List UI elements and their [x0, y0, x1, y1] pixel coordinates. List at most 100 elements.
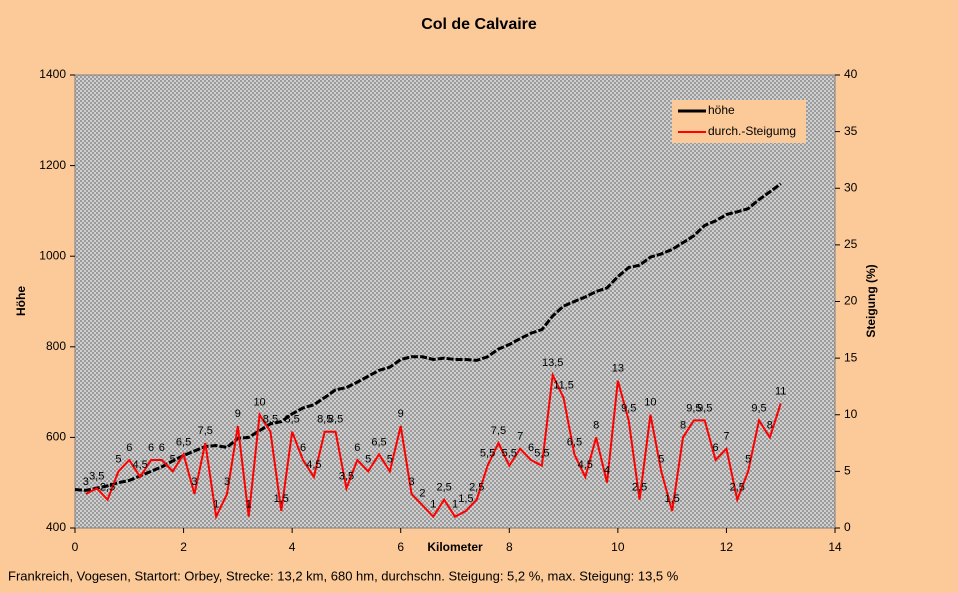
data-label: 4,5 — [132, 459, 147, 471]
y2-tick-label: 35 — [844, 124, 858, 138]
x-tick-label: 10 — [611, 540, 625, 554]
data-label: 7 — [723, 431, 729, 443]
data-label: 4,5 — [306, 459, 321, 471]
y-tick-label: 400 — [46, 520, 66, 534]
y-tick-label: 600 — [46, 430, 66, 444]
data-label: 3 — [83, 476, 89, 488]
plot-area — [74, 74, 836, 529]
data-label: 8,5 — [317, 414, 332, 426]
data-label: 1 — [430, 499, 436, 511]
data-label: 4 — [604, 465, 610, 477]
data-label: 2 — [419, 487, 425, 499]
data-label: 6 — [148, 442, 154, 454]
y-tick-label: 800 — [46, 339, 66, 353]
data-label: 1,5 — [664, 493, 679, 505]
x-tick-label: 2 — [180, 540, 187, 554]
data-label: 1 — [246, 499, 252, 511]
y2-tick-label: 40 — [844, 67, 858, 81]
data-label: 2,5 — [100, 482, 115, 494]
data-label: 11,5 — [553, 380, 574, 392]
data-label: 5,5 — [502, 448, 517, 460]
y-axis-label: Höhe — [14, 286, 28, 316]
legend-label: durch.-Steigumg — [708, 124, 796, 138]
x-axis-label: Kilometer — [427, 540, 483, 554]
data-label: 5 — [115, 453, 121, 465]
series-line — [85, 371, 782, 521]
data-label: 4,5 — [578, 459, 593, 471]
data-label: 9,5 — [621, 402, 636, 414]
data-label: 13 — [612, 363, 624, 375]
y2-tick-label: 0 — [844, 520, 851, 534]
data-label: 3 — [409, 476, 415, 488]
data-label: 5 — [387, 453, 393, 465]
data-label: 2,5 — [436, 482, 451, 494]
data-label: 9,5 — [751, 402, 766, 414]
data-label: 6 — [713, 442, 719, 454]
data-label: 9 — [235, 408, 241, 420]
data-label: 5,5 — [480, 448, 495, 460]
data-label: 3,5 — [339, 470, 354, 482]
data-label: 8,5 — [284, 414, 299, 426]
data-label: 3 — [224, 476, 230, 488]
x-tick-label: 12 — [720, 540, 734, 554]
y2-tick-label: 5 — [844, 464, 851, 478]
data-label: 8,5 — [263, 414, 278, 426]
data-label: 11 — [775, 385, 786, 397]
data-label: 1,5 — [458, 493, 473, 505]
data-label: 6,5 — [567, 436, 582, 448]
data-label: 6 — [354, 442, 360, 454]
data-label: 5,5 — [534, 448, 549, 460]
x-tick-label: 0 — [72, 540, 79, 554]
data-label: 6 — [159, 442, 165, 454]
data-label: 10 — [644, 397, 656, 409]
y2-tick-label: 25 — [844, 237, 858, 251]
x-tick-label: 6 — [397, 540, 404, 554]
data-label: 6,5 — [176, 436, 191, 448]
x-tick-label: 8 — [506, 540, 513, 554]
data-label: 7,5 — [491, 425, 506, 437]
data-label: 6 — [528, 442, 534, 454]
y2-tick-label: 30 — [844, 180, 858, 194]
data-label: 8 — [767, 419, 773, 431]
data-label: 5 — [745, 453, 751, 465]
data-label: 10 — [253, 397, 265, 409]
data-label: 8 — [593, 419, 599, 431]
data-label: 7,5 — [198, 425, 213, 437]
data-label: 1 — [452, 499, 458, 511]
x-tick-label: 4 — [289, 540, 296, 554]
series-line — [74, 182, 782, 492]
data-label: 1 — [213, 499, 219, 511]
data-label: 3 — [191, 476, 197, 488]
footnote: Frankreich, Vogesen, Startort: Orbey, St… — [8, 568, 679, 583]
data-label: 1,5 — [274, 493, 289, 505]
y2-tick-label: 15 — [844, 350, 858, 364]
data-label: 7 — [517, 431, 523, 443]
y-tick-label: 1000 — [39, 248, 66, 262]
data-label: 2,5 — [730, 482, 745, 494]
data-label: 5 — [170, 453, 176, 465]
data-label: 6 — [300, 442, 306, 454]
data-label: 6 — [126, 442, 132, 454]
data-label: 8,5 — [328, 414, 343, 426]
x-tick-label: 14 — [828, 540, 842, 554]
data-label: 3,5 — [89, 470, 104, 482]
data-label: 8 — [680, 419, 686, 431]
data-label: 5 — [365, 453, 371, 465]
legend-label: höhe — [708, 103, 735, 117]
data-label: 9,5 — [686, 402, 701, 414]
data-label: 2,5 — [469, 482, 484, 494]
data-label: 5 — [658, 453, 664, 465]
data-label: 6,5 — [371, 436, 386, 448]
chart-title: Col de Calvaire — [421, 16, 537, 33]
y-tick-label: 1200 — [39, 158, 66, 172]
y2-tick-label: 10 — [844, 407, 858, 421]
legend — [672, 100, 806, 143]
data-label: 9 — [398, 408, 404, 420]
y2-axis-label: Steigung (%) — [864, 264, 878, 337]
data-label: 13,5 — [542, 357, 563, 369]
y-tick-label: 1400 — [39, 67, 66, 81]
data-label: 2,5 — [632, 482, 647, 494]
y2-tick-label: 20 — [844, 294, 858, 308]
